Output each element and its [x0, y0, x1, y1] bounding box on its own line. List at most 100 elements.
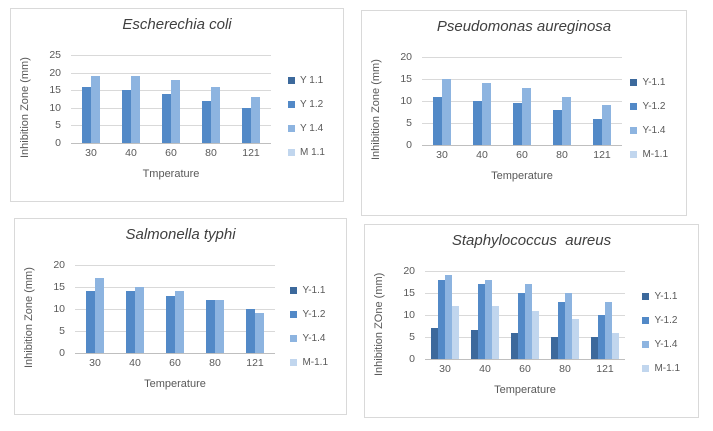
x-tick-label: 80	[209, 357, 221, 369]
legend-item: Y 1.1	[287, 75, 325, 86]
bar-Y1.1-30	[431, 328, 438, 359]
y-tick-label: 0	[406, 139, 412, 151]
legend: Y 1.1 Y 1.2 Y 1.4 M 1.1	[287, 75, 325, 158]
legend-label: Y-1.1	[654, 291, 678, 302]
bar-Y1.4-40	[131, 76, 140, 143]
x-axis-ticks: 30 40 60 80 121	[75, 357, 275, 369]
bar-group	[582, 57, 622, 145]
bar-groups	[71, 55, 271, 143]
legend-label: M-1.1	[642, 149, 668, 160]
bar-Y1.4-121	[251, 97, 260, 143]
legend-swatch	[630, 103, 638, 110]
legend-label: Y-1.2	[654, 315, 678, 326]
y-axis-title: Inhibition ZOne (mm)	[373, 272, 385, 376]
y-tick-label: 5	[59, 325, 65, 337]
bar-Y1.2-121	[242, 107, 251, 143]
x-tick-label: 40	[479, 363, 491, 375]
bar-Y1.2-80	[558, 301, 565, 359]
bar-group	[422, 57, 462, 145]
legend-label: Y-1.1	[642, 77, 666, 88]
legend-label: Y 1.1	[299, 75, 324, 86]
bar-Y1.4-30	[445, 275, 452, 359]
gridline	[422, 57, 622, 58]
bar-group	[195, 265, 235, 353]
chart-title: Salmonella typhi	[125, 226, 236, 243]
legend-swatch	[290, 311, 298, 318]
bar-Y1.4-60	[175, 291, 184, 353]
bar-Y1.2-30	[82, 86, 91, 143]
legend-label: Y-1.2	[642, 101, 666, 112]
gridline	[71, 72, 271, 74]
y-tick-label: 15	[403, 287, 415, 299]
legend-item: M-1.1	[642, 363, 680, 374]
legend-item: Y-1.4	[290, 333, 328, 344]
legend: Y-1.1 Y-1.2 Y-1.4 M-1.1	[630, 77, 668, 160]
legend-label: M-1.1	[654, 363, 680, 374]
bar-Y1.4-80	[215, 300, 224, 353]
x-tick-label: 60	[165, 147, 177, 159]
legend-label: Y 1.2	[299, 99, 324, 110]
bar-Y1.2-60	[166, 295, 175, 353]
gridline	[75, 287, 275, 288]
bar-Y1.2-60	[518, 293, 525, 359]
legend-item: Y-1.1	[642, 291, 680, 302]
gridline	[75, 265, 275, 266]
legend-swatch	[290, 335, 298, 342]
bar-Y1.2-40	[478, 284, 485, 359]
bar-Y1.2-80	[553, 109, 562, 145]
gridline	[422, 79, 622, 80]
bar-group	[151, 55, 191, 143]
x-axis-title: Temperature	[491, 170, 553, 182]
legend-swatch	[290, 359, 298, 366]
x-tick-label: 30	[85, 147, 97, 159]
y-tick-label: 10	[53, 303, 65, 315]
legend-swatch	[290, 287, 298, 294]
legend-item: Y-1.2	[290, 309, 328, 320]
bar-Y1.2-40	[126, 291, 135, 353]
bar-Y1.2-60	[162, 93, 171, 143]
x-tick-label: 80	[556, 149, 568, 161]
bar-group	[502, 57, 542, 145]
bar-groups	[422, 57, 622, 145]
bar-group	[425, 271, 465, 359]
bar-M1.1-30	[452, 306, 459, 359]
legend-swatch	[642, 293, 650, 300]
y-tick-label: 15	[400, 73, 412, 85]
gridline	[425, 271, 625, 272]
bar-group	[545, 271, 585, 359]
x-tick-label: 121	[246, 357, 264, 369]
x-tick-label: 60	[516, 149, 528, 161]
bar-Y1.2-30	[86, 291, 95, 353]
bar-Y1.4-60	[522, 87, 531, 145]
y-axis-ticks: 0 5 10 15 20	[393, 265, 419, 365]
bar-Y1.4-40	[485, 279, 492, 359]
legend-swatch	[642, 317, 650, 324]
bar-Y1.4-60	[171, 79, 180, 143]
bar-group	[465, 271, 505, 359]
legend-label: Y-1.4	[654, 339, 678, 350]
legend-swatch	[642, 365, 650, 372]
bar-groups	[425, 271, 625, 359]
x-tick-label: 121	[593, 149, 611, 161]
y-tick-label: 15	[49, 84, 61, 97]
bar-Y1.2-30	[433, 96, 442, 145]
x-axis-title: Temperature	[144, 378, 206, 390]
y-tick-label: 10	[49, 101, 61, 114]
y-tick-label: 10	[403, 309, 415, 321]
legend-swatch	[630, 151, 638, 158]
legend-item: Y-1.1	[630, 77, 668, 88]
bar-Y1.4-30	[442, 79, 451, 145]
legend-item: Y-1.4	[630, 125, 668, 136]
x-axis-title: Tmperature	[142, 168, 200, 180]
bar-Y1.4-30	[91, 76, 100, 143]
bar-Y1.4-121	[602, 105, 611, 145]
legend: Y-1.1 Y-1.2 Y-1.4 M-1.1	[290, 285, 328, 368]
legend-item: Y 1.2	[287, 99, 325, 110]
x-axis-ticks: 30 40 60 80 121	[71, 147, 271, 159]
bar-group	[505, 271, 545, 359]
bar-group	[231, 55, 271, 143]
legend-label: M-1.1	[302, 357, 328, 368]
legend-label: Y 1.4	[299, 123, 324, 134]
y-tick-label: 5	[55, 119, 61, 132]
y-tick-label: 20	[400, 51, 412, 63]
